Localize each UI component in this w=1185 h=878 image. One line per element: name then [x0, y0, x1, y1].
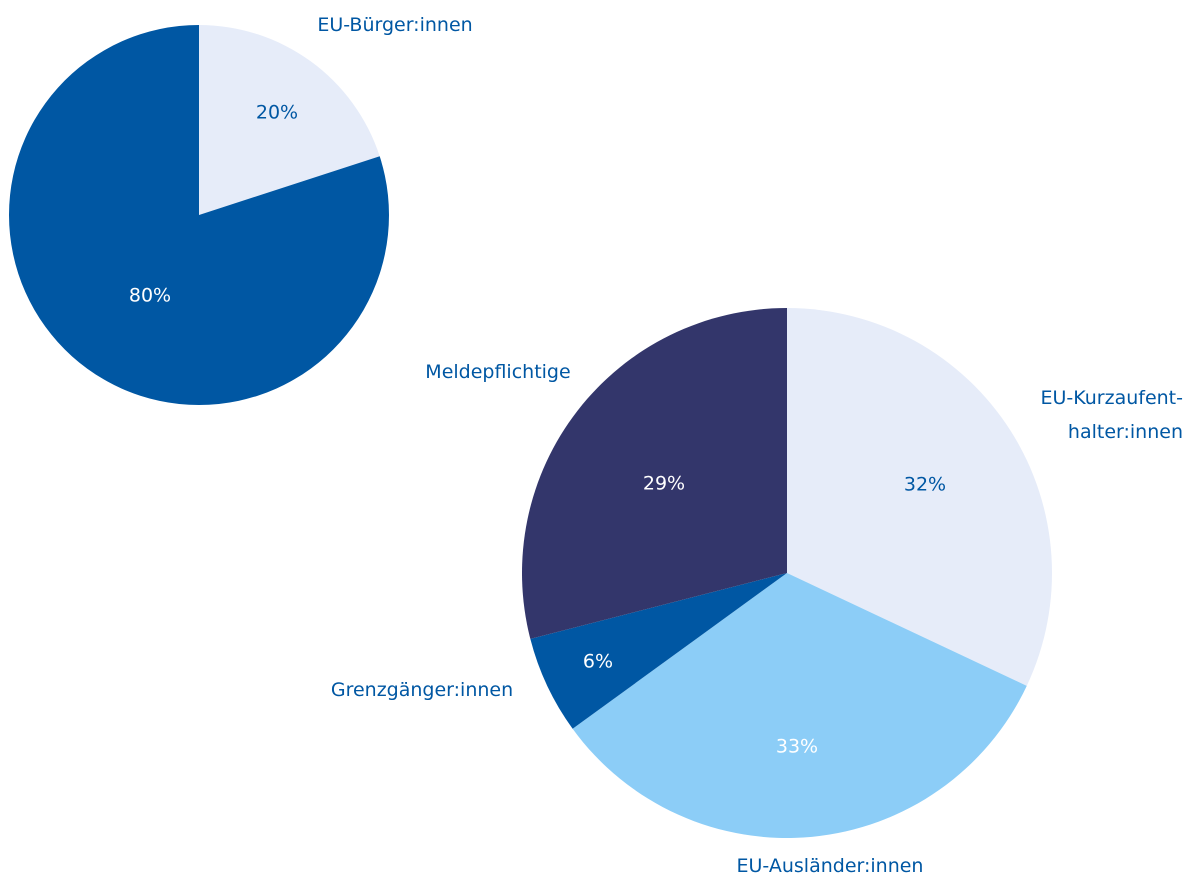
value-label: 32% — [904, 474, 946, 496]
category-label: EU-Kurzaufent-halter:innen — [1040, 387, 1183, 443]
category-label: Meldepflichtige — [425, 361, 570, 383]
value-label: 33% — [776, 736, 818, 758]
value-label: 6% — [583, 651, 613, 673]
value-label: 80% — [129, 285, 171, 307]
pie-slice — [522, 308, 787, 639]
value-label: 29% — [643, 473, 685, 495]
pie-slice — [530, 573, 787, 729]
category-label-line: Meldepflichtige — [425, 361, 570, 383]
category-label-line: EU-Ausländer:innen — [737, 855, 924, 877]
category-label-line: halter:innen — [1068, 421, 1183, 443]
pie-slice — [787, 308, 1052, 686]
category-label: Grenzgänger:innen — [331, 679, 513, 701]
pie-slice — [9, 25, 390, 405]
pie-slice — [199, 25, 380, 215]
category-label: EU-Bürger:innen — [317, 14, 472, 36]
pie-slice — [572, 573, 1027, 839]
value-label: 20% — [256, 102, 298, 124]
category-label-line: EU-Bürger:innen — [317, 14, 472, 36]
category-label-line: Grenzgänger:innen — [331, 679, 513, 701]
category-label-line: EU-Kurzaufent- — [1040, 387, 1183, 409]
category-label: EU-Ausländer:innen — [737, 855, 924, 877]
